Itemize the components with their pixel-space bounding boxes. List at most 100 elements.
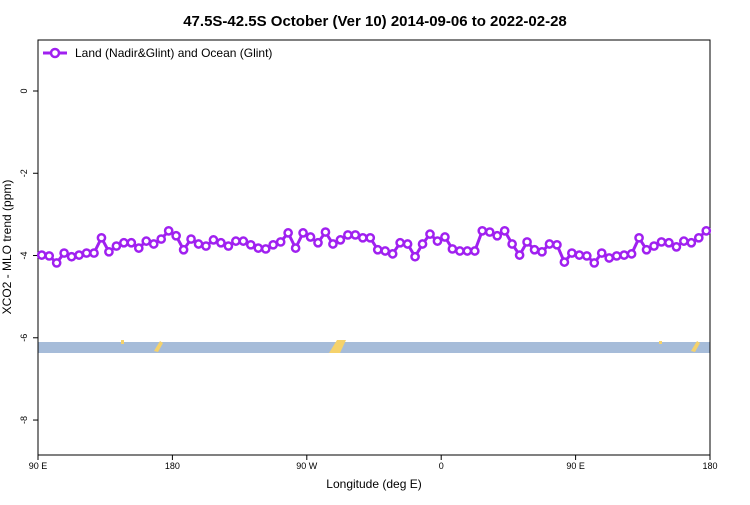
x-tick-label: 180 bbox=[702, 461, 717, 471]
point bbox=[544, 239, 555, 249]
x-tick-label: 180 bbox=[165, 461, 180, 471]
point bbox=[671, 242, 682, 252]
land-marks bbox=[121, 340, 700, 353]
point bbox=[432, 236, 443, 246]
point bbox=[649, 241, 659, 251]
point bbox=[634, 232, 644, 243]
point bbox=[313, 237, 323, 248]
point bbox=[514, 250, 525, 260]
x-tick-label: 0 bbox=[439, 461, 444, 471]
point bbox=[178, 244, 189, 255]
point bbox=[231, 236, 241, 246]
point bbox=[380, 246, 391, 256]
point bbox=[581, 251, 592, 261]
point bbox=[171, 230, 181, 241]
point bbox=[365, 232, 376, 243]
point bbox=[619, 250, 629, 260]
point bbox=[484, 227, 495, 237]
point bbox=[290, 243, 301, 253]
point bbox=[469, 246, 480, 256]
y-tick-label: -8 bbox=[19, 416, 29, 424]
legend-label: Land (Nadir&Glint) and Ocean (Glint) bbox=[75, 46, 272, 60]
point bbox=[36, 250, 47, 260]
point bbox=[574, 250, 585, 260]
point bbox=[328, 239, 338, 249]
point bbox=[499, 225, 510, 236]
point bbox=[522, 237, 532, 247]
point bbox=[611, 251, 622, 261]
point bbox=[410, 251, 420, 262]
x-tick-label: 90 E bbox=[566, 461, 585, 471]
point bbox=[462, 246, 473, 256]
point bbox=[559, 257, 570, 267]
point bbox=[686, 237, 697, 248]
point bbox=[305, 232, 316, 242]
y-tick-label: -2 bbox=[19, 169, 29, 177]
y-tick-label: 0 bbox=[19, 88, 29, 93]
point bbox=[260, 244, 271, 254]
point bbox=[402, 239, 413, 249]
point bbox=[664, 237, 674, 248]
legend-marker bbox=[49, 47, 61, 59]
point bbox=[283, 228, 293, 238]
point bbox=[604, 253, 615, 263]
legend: Land (Nadir&Glint) and Ocean (Glint) bbox=[43, 46, 272, 60]
plot-frame bbox=[37, 39, 711, 456]
point bbox=[44, 251, 55, 261]
point bbox=[589, 258, 600, 268]
x-tick-label: 90 E bbox=[29, 461, 48, 471]
point bbox=[275, 237, 286, 247]
point bbox=[238, 236, 249, 246]
point bbox=[74, 250, 84, 260]
point bbox=[89, 248, 99, 258]
point bbox=[679, 236, 689, 246]
y-tick-label: -6 bbox=[19, 334, 29, 342]
point bbox=[186, 234, 196, 244]
point bbox=[596, 248, 607, 258]
point bbox=[104, 246, 114, 257]
point bbox=[537, 246, 547, 257]
point bbox=[656, 237, 667, 247]
point bbox=[216, 237, 226, 248]
point bbox=[51, 258, 62, 268]
point bbox=[193, 239, 204, 249]
point bbox=[701, 225, 712, 236]
point bbox=[693, 232, 704, 243]
point bbox=[529, 244, 540, 255]
point bbox=[81, 248, 92, 258]
chart-title: 47.5S-42.5S October (Ver 10) 2014-09-06 … bbox=[183, 13, 567, 30]
point bbox=[223, 241, 234, 251]
point bbox=[567, 248, 577, 258]
point bbox=[141, 236, 152, 246]
point bbox=[372, 244, 383, 255]
point bbox=[298, 228, 308, 238]
y-axis-label: XCO2 - MLO trend (ppm) bbox=[0, 180, 14, 315]
point bbox=[253, 243, 264, 253]
point bbox=[268, 239, 279, 250]
point bbox=[357, 232, 368, 243]
y-tick-label: -4 bbox=[19, 252, 29, 260]
point bbox=[156, 234, 167, 244]
point bbox=[343, 230, 353, 240]
point bbox=[626, 249, 637, 259]
point bbox=[425, 229, 435, 239]
point bbox=[133, 243, 144, 253]
point bbox=[59, 248, 69, 258]
point bbox=[335, 235, 346, 245]
point bbox=[350, 230, 361, 240]
point bbox=[320, 227, 331, 237]
point bbox=[492, 230, 503, 241]
point bbox=[455, 246, 465, 256]
point bbox=[387, 249, 398, 259]
point bbox=[126, 237, 137, 248]
point bbox=[119, 237, 129, 248]
point bbox=[96, 232, 107, 243]
point bbox=[477, 225, 488, 236]
point bbox=[440, 232, 450, 242]
point bbox=[395, 237, 405, 248]
point bbox=[417, 239, 428, 249]
point bbox=[66, 251, 77, 262]
point bbox=[641, 244, 652, 255]
point bbox=[163, 225, 174, 236]
